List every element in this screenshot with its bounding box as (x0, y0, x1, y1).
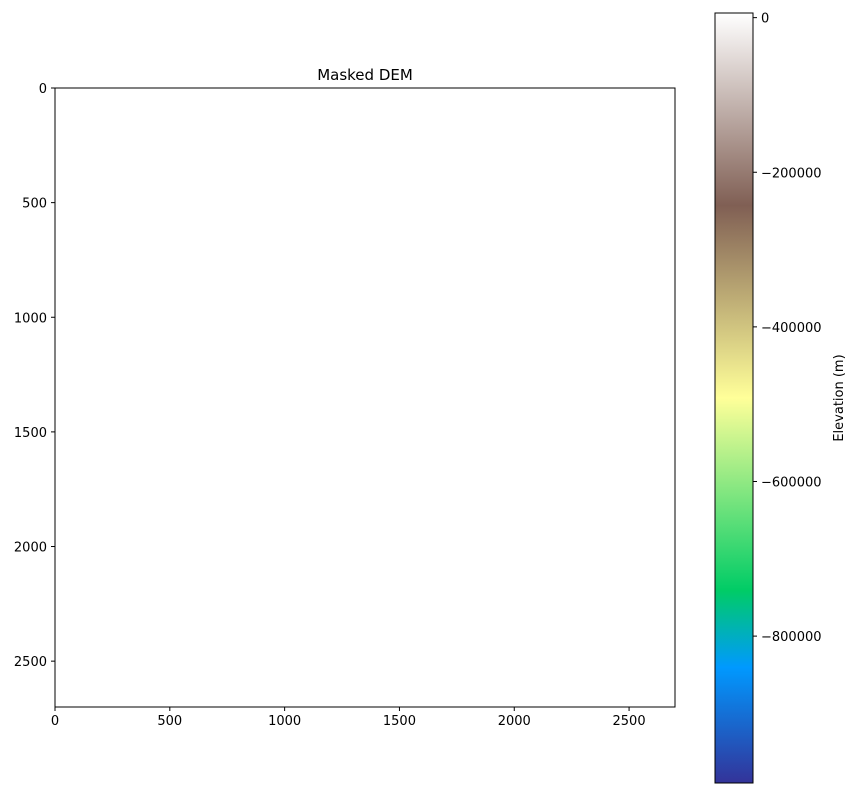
y-tick-label: 0 (39, 82, 47, 97)
colorbar-tick-label: 0 (761, 12, 769, 27)
colorbar-tick-label: −400000 (761, 321, 822, 336)
x-tick-label: 1000 (268, 714, 301, 729)
x-tick-label: 0 (51, 714, 59, 729)
y-tick-label: 500 (22, 197, 47, 212)
plot-area (54, 87, 676, 708)
x-axis: 0 500 1000 1500 2000 2500 (51, 707, 646, 729)
y-tick-label: 2500 (14, 655, 47, 670)
x-tick-label: 1500 (383, 714, 416, 729)
x-tick-label: 2500 (613, 714, 646, 729)
colorbar (714, 12, 754, 784)
chart-title: Masked DEM (317, 66, 413, 84)
colorbar-tick-label: −200000 (761, 166, 822, 181)
y-tick-label: 2000 (14, 541, 47, 556)
colorbar-tick-label: −600000 (761, 475, 822, 490)
colorbar-label: Elevation (m) (832, 354, 847, 441)
y-tick-label: 1000 (14, 311, 47, 326)
colorbar-axis: 0 −200000 −400000 −600000 −800000 (753, 12, 822, 645)
x-tick-label: 500 (157, 714, 182, 729)
y-axis: 0 500 1000 1500 2000 2500 (14, 82, 55, 670)
colorbar-tick-label: −800000 (761, 630, 822, 645)
y-tick-label: 1500 (14, 426, 47, 441)
x-tick-label: 2000 (498, 714, 531, 729)
